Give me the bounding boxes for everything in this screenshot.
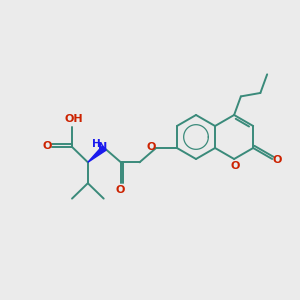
Text: O: O	[146, 142, 156, 152]
Text: H: H	[92, 139, 101, 149]
Polygon shape	[88, 146, 106, 162]
Text: O: O	[272, 155, 282, 165]
Text: N: N	[98, 142, 107, 152]
Text: O: O	[115, 185, 124, 195]
Text: O: O	[42, 141, 52, 151]
Text: OH: OH	[65, 114, 83, 124]
Text: O: O	[230, 161, 240, 171]
